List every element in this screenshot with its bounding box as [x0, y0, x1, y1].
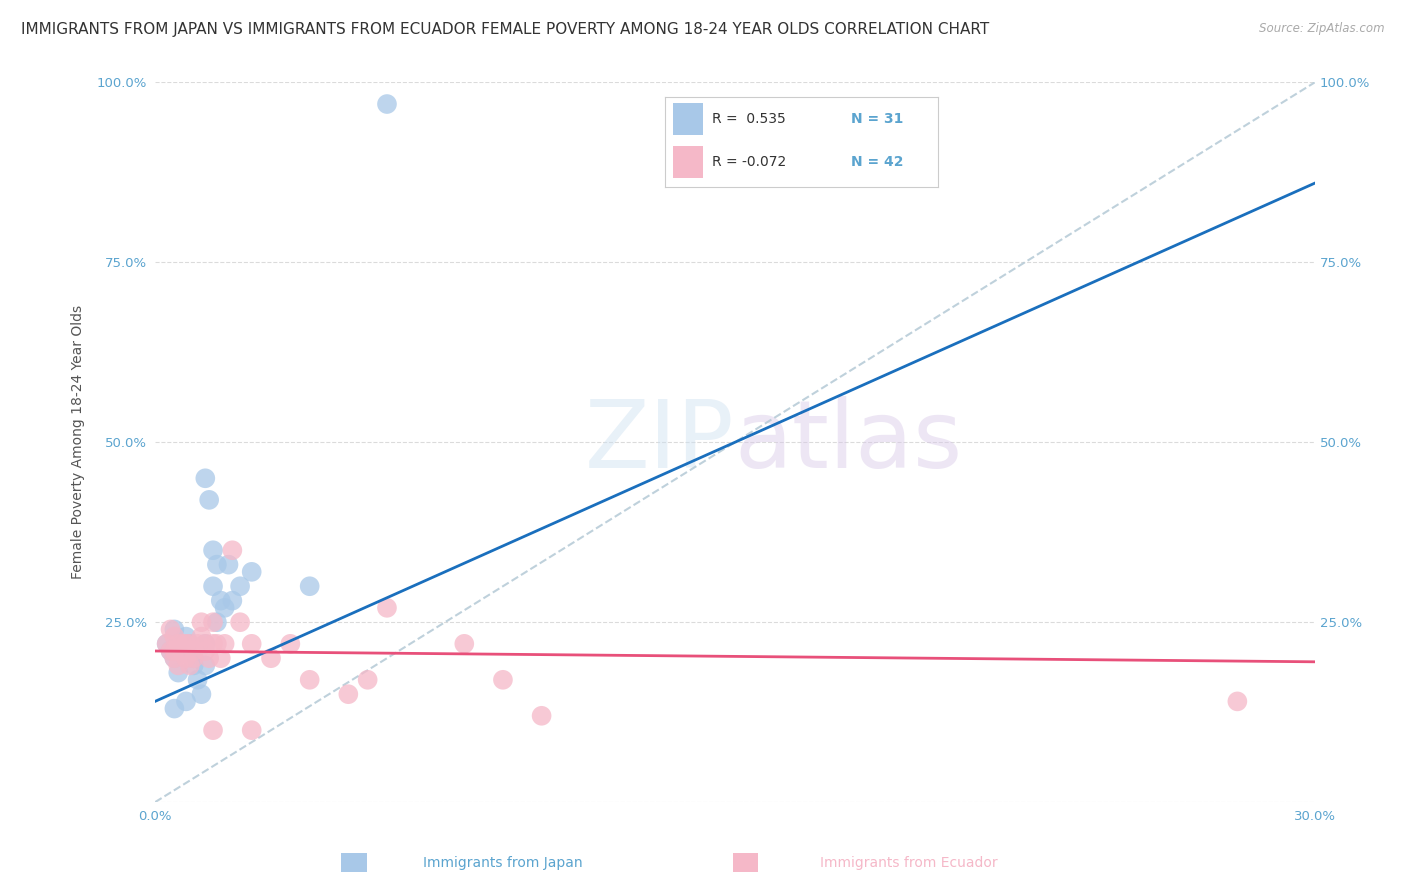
Point [194, 658, 217, 673]
Text: Immigrants from Japan: Immigrants from Japan [423, 855, 582, 870]
Point [159, 623, 181, 637]
Point [214, 637, 236, 651]
Point [156, 637, 179, 651]
Point [202, 723, 225, 738]
Point [163, 630, 186, 644]
Point [187, 637, 209, 651]
Point [190, 615, 212, 630]
Point [240, 637, 263, 651]
Point [167, 665, 190, 680]
Point [172, 637, 194, 651]
Point [194, 637, 217, 651]
Point [163, 644, 186, 658]
Point [492, 673, 515, 687]
Point [159, 644, 181, 658]
Point [174, 694, 197, 708]
Point [179, 637, 201, 651]
Point [194, 471, 217, 485]
Point [298, 579, 321, 593]
Point [337, 687, 360, 701]
Point [172, 644, 194, 658]
Point [202, 543, 225, 558]
Point [167, 658, 190, 673]
Point [174, 651, 197, 665]
Point [163, 623, 186, 637]
Point [205, 615, 228, 630]
Point [167, 637, 190, 651]
Point [209, 651, 232, 665]
Point [356, 673, 378, 687]
Point [194, 644, 217, 658]
Y-axis label: Female Poverty Among 18-24 Year Olds: Female Poverty Among 18-24 Year Olds [72, 305, 86, 580]
Point [183, 658, 205, 673]
Point [221, 593, 243, 607]
Point [187, 673, 209, 687]
Point [174, 637, 197, 651]
Point [229, 615, 252, 630]
Point [183, 644, 205, 658]
Point [183, 651, 205, 665]
Point [530, 708, 553, 723]
Point [190, 687, 212, 701]
Point [190, 630, 212, 644]
Point [214, 600, 236, 615]
Point [159, 644, 181, 658]
Point [179, 658, 201, 673]
Point [229, 579, 252, 593]
Point [174, 630, 197, 644]
Point [375, 97, 398, 112]
Point [172, 644, 194, 658]
Point [167, 637, 190, 651]
Text: Immigrants from Ecuador: Immigrants from Ecuador [820, 855, 998, 870]
Point [198, 492, 221, 507]
Point [205, 637, 228, 651]
Point [240, 565, 263, 579]
Point [198, 651, 221, 665]
Point [202, 637, 225, 651]
Point [163, 701, 186, 715]
Point [183, 651, 205, 665]
Point [375, 600, 398, 615]
Text: atlas: atlas [735, 396, 963, 488]
Point [221, 543, 243, 558]
Text: Source: ZipAtlas.com: Source: ZipAtlas.com [1260, 22, 1385, 36]
Point [209, 593, 232, 607]
Point [156, 637, 179, 651]
Point [163, 651, 186, 665]
Text: ZIP: ZIP [585, 396, 735, 488]
Point [179, 637, 201, 651]
Point [240, 723, 263, 738]
Text: IMMIGRANTS FROM JAPAN VS IMMIGRANTS FROM ECUADOR FEMALE POVERTY AMONG 18-24 YEAR: IMMIGRANTS FROM JAPAN VS IMMIGRANTS FROM… [21, 22, 990, 37]
Point [218, 558, 240, 572]
Point [163, 651, 186, 665]
Point [205, 558, 228, 572]
Point [280, 637, 302, 651]
Point [194, 637, 217, 651]
Point [260, 651, 283, 665]
Point [1226, 694, 1249, 708]
Point [298, 673, 321, 687]
Point [453, 637, 475, 651]
Point [202, 615, 225, 630]
Point [202, 579, 225, 593]
